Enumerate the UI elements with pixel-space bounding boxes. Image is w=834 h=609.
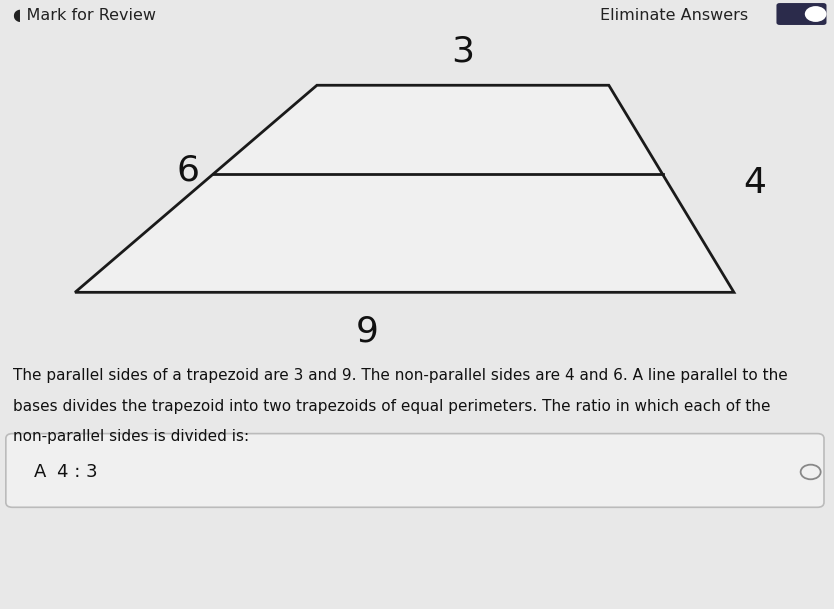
Circle shape xyxy=(805,6,826,22)
Polygon shape xyxy=(75,85,734,292)
Text: 4: 4 xyxy=(743,166,766,200)
Text: 4 : 3: 4 : 3 xyxy=(57,463,98,481)
Circle shape xyxy=(801,465,821,479)
Text: 3: 3 xyxy=(451,35,475,69)
Text: 9: 9 xyxy=(355,315,379,349)
Text: Eliminate Answers: Eliminate Answers xyxy=(600,8,749,23)
Text: non-parallel sides is divided is:: non-parallel sides is divided is: xyxy=(13,429,249,445)
Text: bases divides the trapezoid into two trapezoids of equal perimeters. The ratio i: bases divides the trapezoid into two tra… xyxy=(13,399,770,414)
Text: A: A xyxy=(33,463,46,481)
Text: The parallel sides of a trapezoid are 3 and 9. The non-parallel sides are 4 and : The parallel sides of a trapezoid are 3 … xyxy=(13,368,787,384)
Text: ◖ Mark for Review: ◖ Mark for Review xyxy=(13,8,155,23)
FancyBboxPatch shape xyxy=(6,434,824,507)
FancyBboxPatch shape xyxy=(776,3,826,25)
Text: 6: 6 xyxy=(176,153,199,188)
